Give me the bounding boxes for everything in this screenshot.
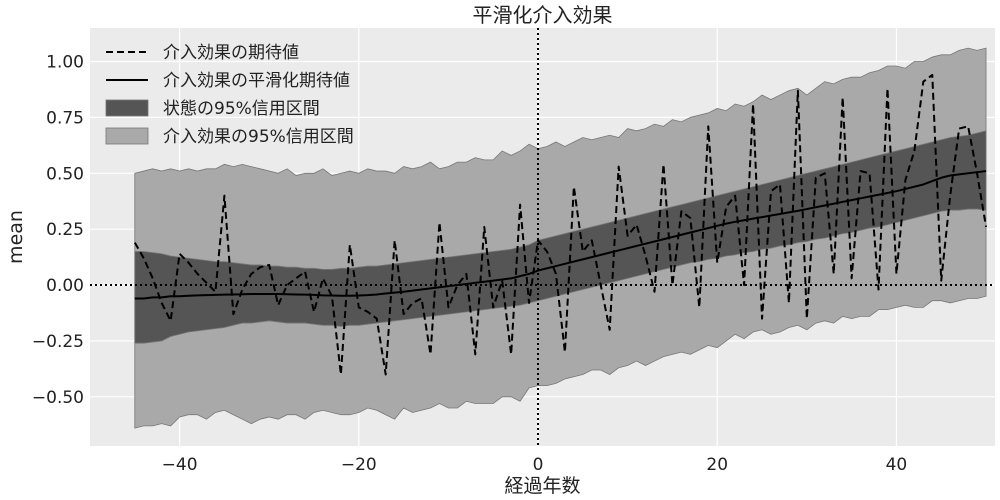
y-tick-label: −0.50 [32, 388, 84, 408]
tick-labels: −40 −20 0 20 40 −0.50 −0.25 0.00 0.25 0.50 0.75 1.0… [32, 53, 907, 475]
legend-band-swatch [105, 127, 149, 145]
x-tick-label: 0 [533, 455, 544, 475]
legend-label: 介入効果の95%信用区間 [163, 127, 354, 147]
x-tick-label: 40 [886, 455, 908, 475]
smoothed-effect-line [134, 170, 987, 300]
legend-label: 介入効果の平滑化期待値 [163, 71, 350, 91]
legend: 介入効果の期待値介入効果の平滑化期待値状態の95%信用区間介入効果の95%信用区… [105, 43, 354, 147]
legend-band-swatch [105, 99, 149, 117]
y-tick-label: 0.00 [46, 276, 84, 296]
y-tick-label: 0.25 [46, 220, 84, 240]
x-tick-label: −40 [162, 455, 198, 475]
x-axis-title: 経過年数 [504, 475, 580, 497]
y-tick-label: 1.00 [46, 53, 84, 73]
y-tick-label: 0.75 [46, 108, 84, 128]
y-axis-title: mean [5, 210, 27, 264]
legend-label: 介入効果の期待値 [163, 43, 299, 63]
legend-label: 状態の95%信用区間 [163, 99, 320, 119]
reference-lines [90, 28, 995, 446]
expected-effect-line [133, 73, 988, 376]
chart-title: 平滑化介入効果 [473, 3, 613, 27]
y-tick-label: 0.50 [46, 164, 84, 184]
series-lines [133, 73, 988, 376]
x-tick-label: −20 [341, 455, 377, 475]
x-tick-label: 20 [706, 455, 728, 475]
y-tick-label: −0.25 [32, 332, 84, 352]
